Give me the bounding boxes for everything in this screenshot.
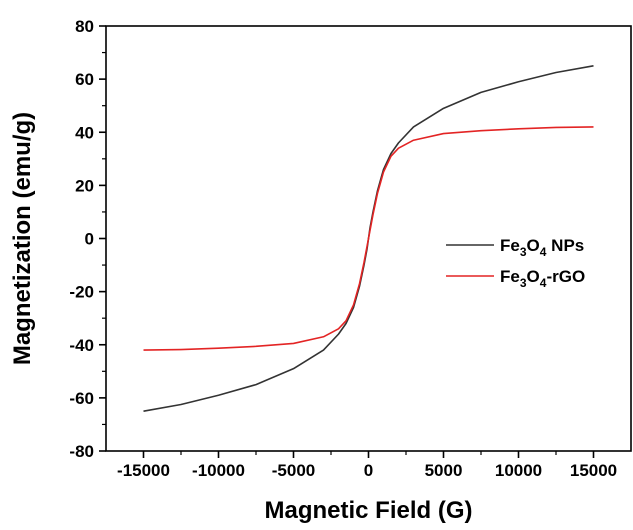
legend-label-subscript: 3 [520,276,527,290]
ticks-layer: -15000 -10000 -5000 0 5000 10000 15000 -80 -60 -4… [69,17,617,480]
y-tick-label: 80 [75,17,94,36]
x-tick-label: 15000 [570,461,617,480]
y-tick-label: -40 [69,336,94,355]
x-tick-label: -5000 [272,461,315,480]
legend-label-part: O [527,267,540,286]
x-tick-label: -15000 [117,461,170,480]
legend-label-part: NPs [546,236,584,255]
legend-label: Fe3O4 NPs [500,236,584,259]
y-axis-title: Magnetization (emu/g) [9,112,36,365]
legend-label-part: O [527,236,540,255]
x-tick-label: 0 [364,461,373,480]
legend-label-part: Fe [500,236,520,255]
y-tick-label: 20 [75,176,94,195]
series-layer [143,65,594,412]
legend-label: Fe3O4-rGO [500,267,585,290]
legend-label-part: Fe [500,267,520,286]
x-tick-label: -10000 [192,461,245,480]
legend-label-part: -rGO [546,267,585,286]
series-line-fe3o4-rgo [143,126,594,351]
legend-label-subscript: 3 [520,245,527,259]
legend-label-subscript: 4 [540,245,547,259]
x-tick-label: 10000 [495,461,542,480]
legend-label-subscript: 4 [540,276,547,290]
x-tick-label: 5000 [425,461,463,480]
y-tick-label: 60 [75,70,94,89]
y-tick-label: -80 [69,442,94,461]
y-tick-label: -20 [69,283,94,302]
y-tick-label: 0 [85,230,94,249]
y-tick-label: -60 [69,389,94,408]
y-tick-label: 40 [75,123,94,142]
x-axis-title: Magnetic Field (G) [264,497,472,524]
